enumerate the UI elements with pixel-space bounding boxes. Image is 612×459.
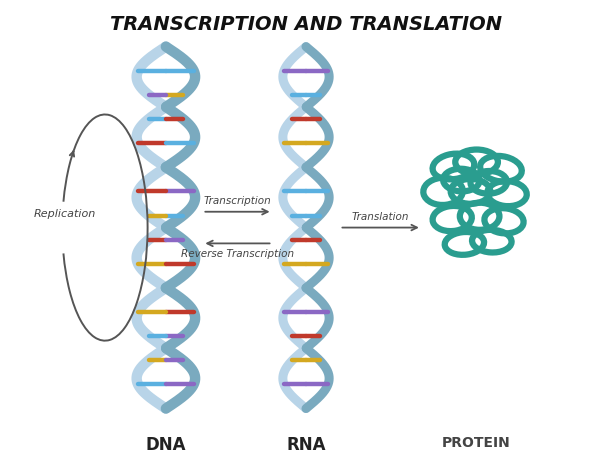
Text: Translation: Translation: [352, 212, 409, 222]
Text: TRANSCRIPTION AND TRANSLATION: TRANSCRIPTION AND TRANSLATION: [110, 15, 502, 34]
Text: Transcription: Transcription: [204, 196, 271, 206]
Text: Reverse Transcription: Reverse Transcription: [181, 249, 294, 259]
Text: Replication: Replication: [34, 209, 96, 219]
Text: DNA: DNA: [146, 436, 186, 453]
Text: RNA: RNA: [286, 436, 326, 453]
Text: PROTEIN: PROTEIN: [442, 436, 511, 450]
